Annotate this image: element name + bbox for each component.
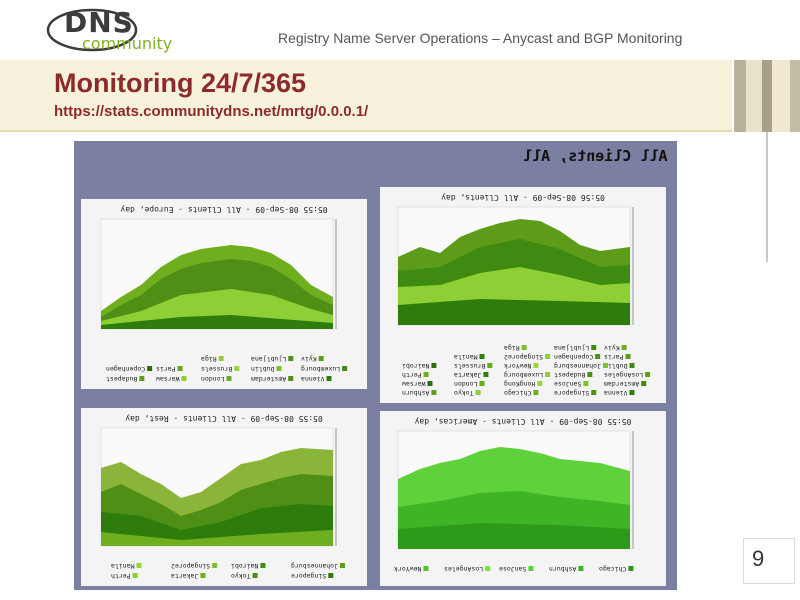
slide-title: Monitoring 24/7/365 xyxy=(54,68,307,98)
logo-swoosh-icon xyxy=(46,8,138,52)
legend-all: Vienna Singapore Chicago Tokyo Ashburn A… xyxy=(394,335,654,399)
legend-item: Ashburn xyxy=(549,565,577,573)
slide-url[interactable]: https://stats.communitydns.net/mrtg/0.0.… xyxy=(54,103,369,120)
legend-item: Singapore xyxy=(291,572,327,580)
title-band-divider xyxy=(0,130,732,132)
legend-item: Jakarta xyxy=(454,371,482,379)
graph-rest-plot xyxy=(100,427,337,547)
slide-header: Registry Name Server Operations – Anycas… xyxy=(278,30,683,46)
legend-item: Warsaw xyxy=(156,375,180,383)
legend-rest: Singapore Tokyo Jakarta Perth Johannesbu… xyxy=(101,556,351,584)
legend-item: Vienna xyxy=(301,375,325,383)
panel-title: All Clients, All xyxy=(522,147,668,165)
legend-item: London xyxy=(454,380,478,388)
graph-all-plot xyxy=(397,206,634,326)
page-number-box xyxy=(743,538,795,584)
graph-americas: 05:55 08-Sep-09 - All Clients - Americas… xyxy=(380,411,666,586)
legend-item: HongKong xyxy=(504,380,536,388)
legend-item: Kyiv xyxy=(301,355,317,363)
legend-item: Dublin xyxy=(251,365,275,373)
legend-item: Riga xyxy=(201,355,217,363)
graph-europe-plot xyxy=(100,218,337,330)
legend-item: Tokyo xyxy=(454,389,474,397)
legend-item: Manila xyxy=(454,353,478,361)
legend-item: Chicago xyxy=(599,565,627,573)
legend-item: Nairobi xyxy=(231,562,259,570)
pillars-image xyxy=(734,60,800,132)
legend-item: Ljubljana xyxy=(554,344,590,352)
legend-item: SanJose xyxy=(554,380,582,388)
legend-item: Paris xyxy=(604,353,624,361)
legend-item: Copenhagen xyxy=(106,365,146,373)
legend-item: Brussels xyxy=(201,365,233,373)
legend-item: Tokyo xyxy=(231,572,251,580)
legend-item: Johannesburg xyxy=(291,562,338,570)
legend-item: Ljubljana xyxy=(251,355,287,363)
title-band xyxy=(0,60,732,132)
legend-item: Budapest xyxy=(106,375,138,383)
legend-item: Manila xyxy=(111,562,135,570)
graph-rest: 05:55 08-Sep-09 - All Clients - Rest, da… xyxy=(81,408,367,586)
graph-americas-plot xyxy=(397,430,634,550)
legend-item: Riga xyxy=(504,344,520,352)
legend-item: Singapore xyxy=(554,389,590,397)
legend-item: Perth xyxy=(402,371,422,379)
legend-item: Vienna xyxy=(604,389,628,397)
legend-item: Perth xyxy=(111,572,131,580)
legend-item: Singapore2 xyxy=(504,353,544,361)
legend-item: Kyiv xyxy=(604,344,620,352)
legend-item: NewYork xyxy=(394,565,422,573)
logo-community-text: community xyxy=(82,34,173,53)
page-number: 9 xyxy=(752,546,765,571)
graph-europe: 05:55 08-Sep-09 - All Clients - Europe, … xyxy=(81,199,367,389)
graph-all: 05:56 08-Sep-09 - All Clients, day Vienn… xyxy=(380,187,666,403)
logo-dns-text: DNS xyxy=(64,6,134,39)
legend-item: Paris xyxy=(156,365,176,373)
legend-item: Warsaw xyxy=(402,380,426,388)
legend-item: Copenhagen xyxy=(554,353,594,361)
legend-item: Ashburn xyxy=(402,389,430,397)
legend-item: Luxembourg xyxy=(504,371,544,379)
legend-item: Amsterdam xyxy=(604,380,640,388)
legend-item: Brussels xyxy=(454,362,486,370)
legend-item: Singapore2 xyxy=(171,562,211,570)
legend-item: Amsterdam xyxy=(251,375,287,383)
legend-americas: Chicago Ashburn SanJose LosAngeles NewYo… xyxy=(394,559,654,583)
legend-item: SanJose xyxy=(499,565,527,573)
dns-community-logo: DNS community xyxy=(42,6,182,56)
decorative-divider xyxy=(766,132,768,262)
legend-item: Luxembourg xyxy=(301,365,341,373)
legend-europe: Vienna Amsterdam London Warsaw Budapest … xyxy=(101,341,351,385)
legend-item: Chicago xyxy=(504,389,532,397)
legend-item: LosAngeles xyxy=(604,371,644,379)
legend-item: NewYork xyxy=(504,362,532,370)
legend-item: Jakarta xyxy=(171,572,199,580)
legend-item: LosAngeles xyxy=(444,565,484,573)
mrtg-screenshot: All Clients, All 05:55 08-Sep-09 - All C… xyxy=(74,141,677,590)
legend-item: Budapest xyxy=(554,371,586,379)
legend-item: Nairobi xyxy=(402,362,430,370)
legend-item: Johannesburg xyxy=(554,362,601,370)
legend-item: London xyxy=(201,375,225,383)
